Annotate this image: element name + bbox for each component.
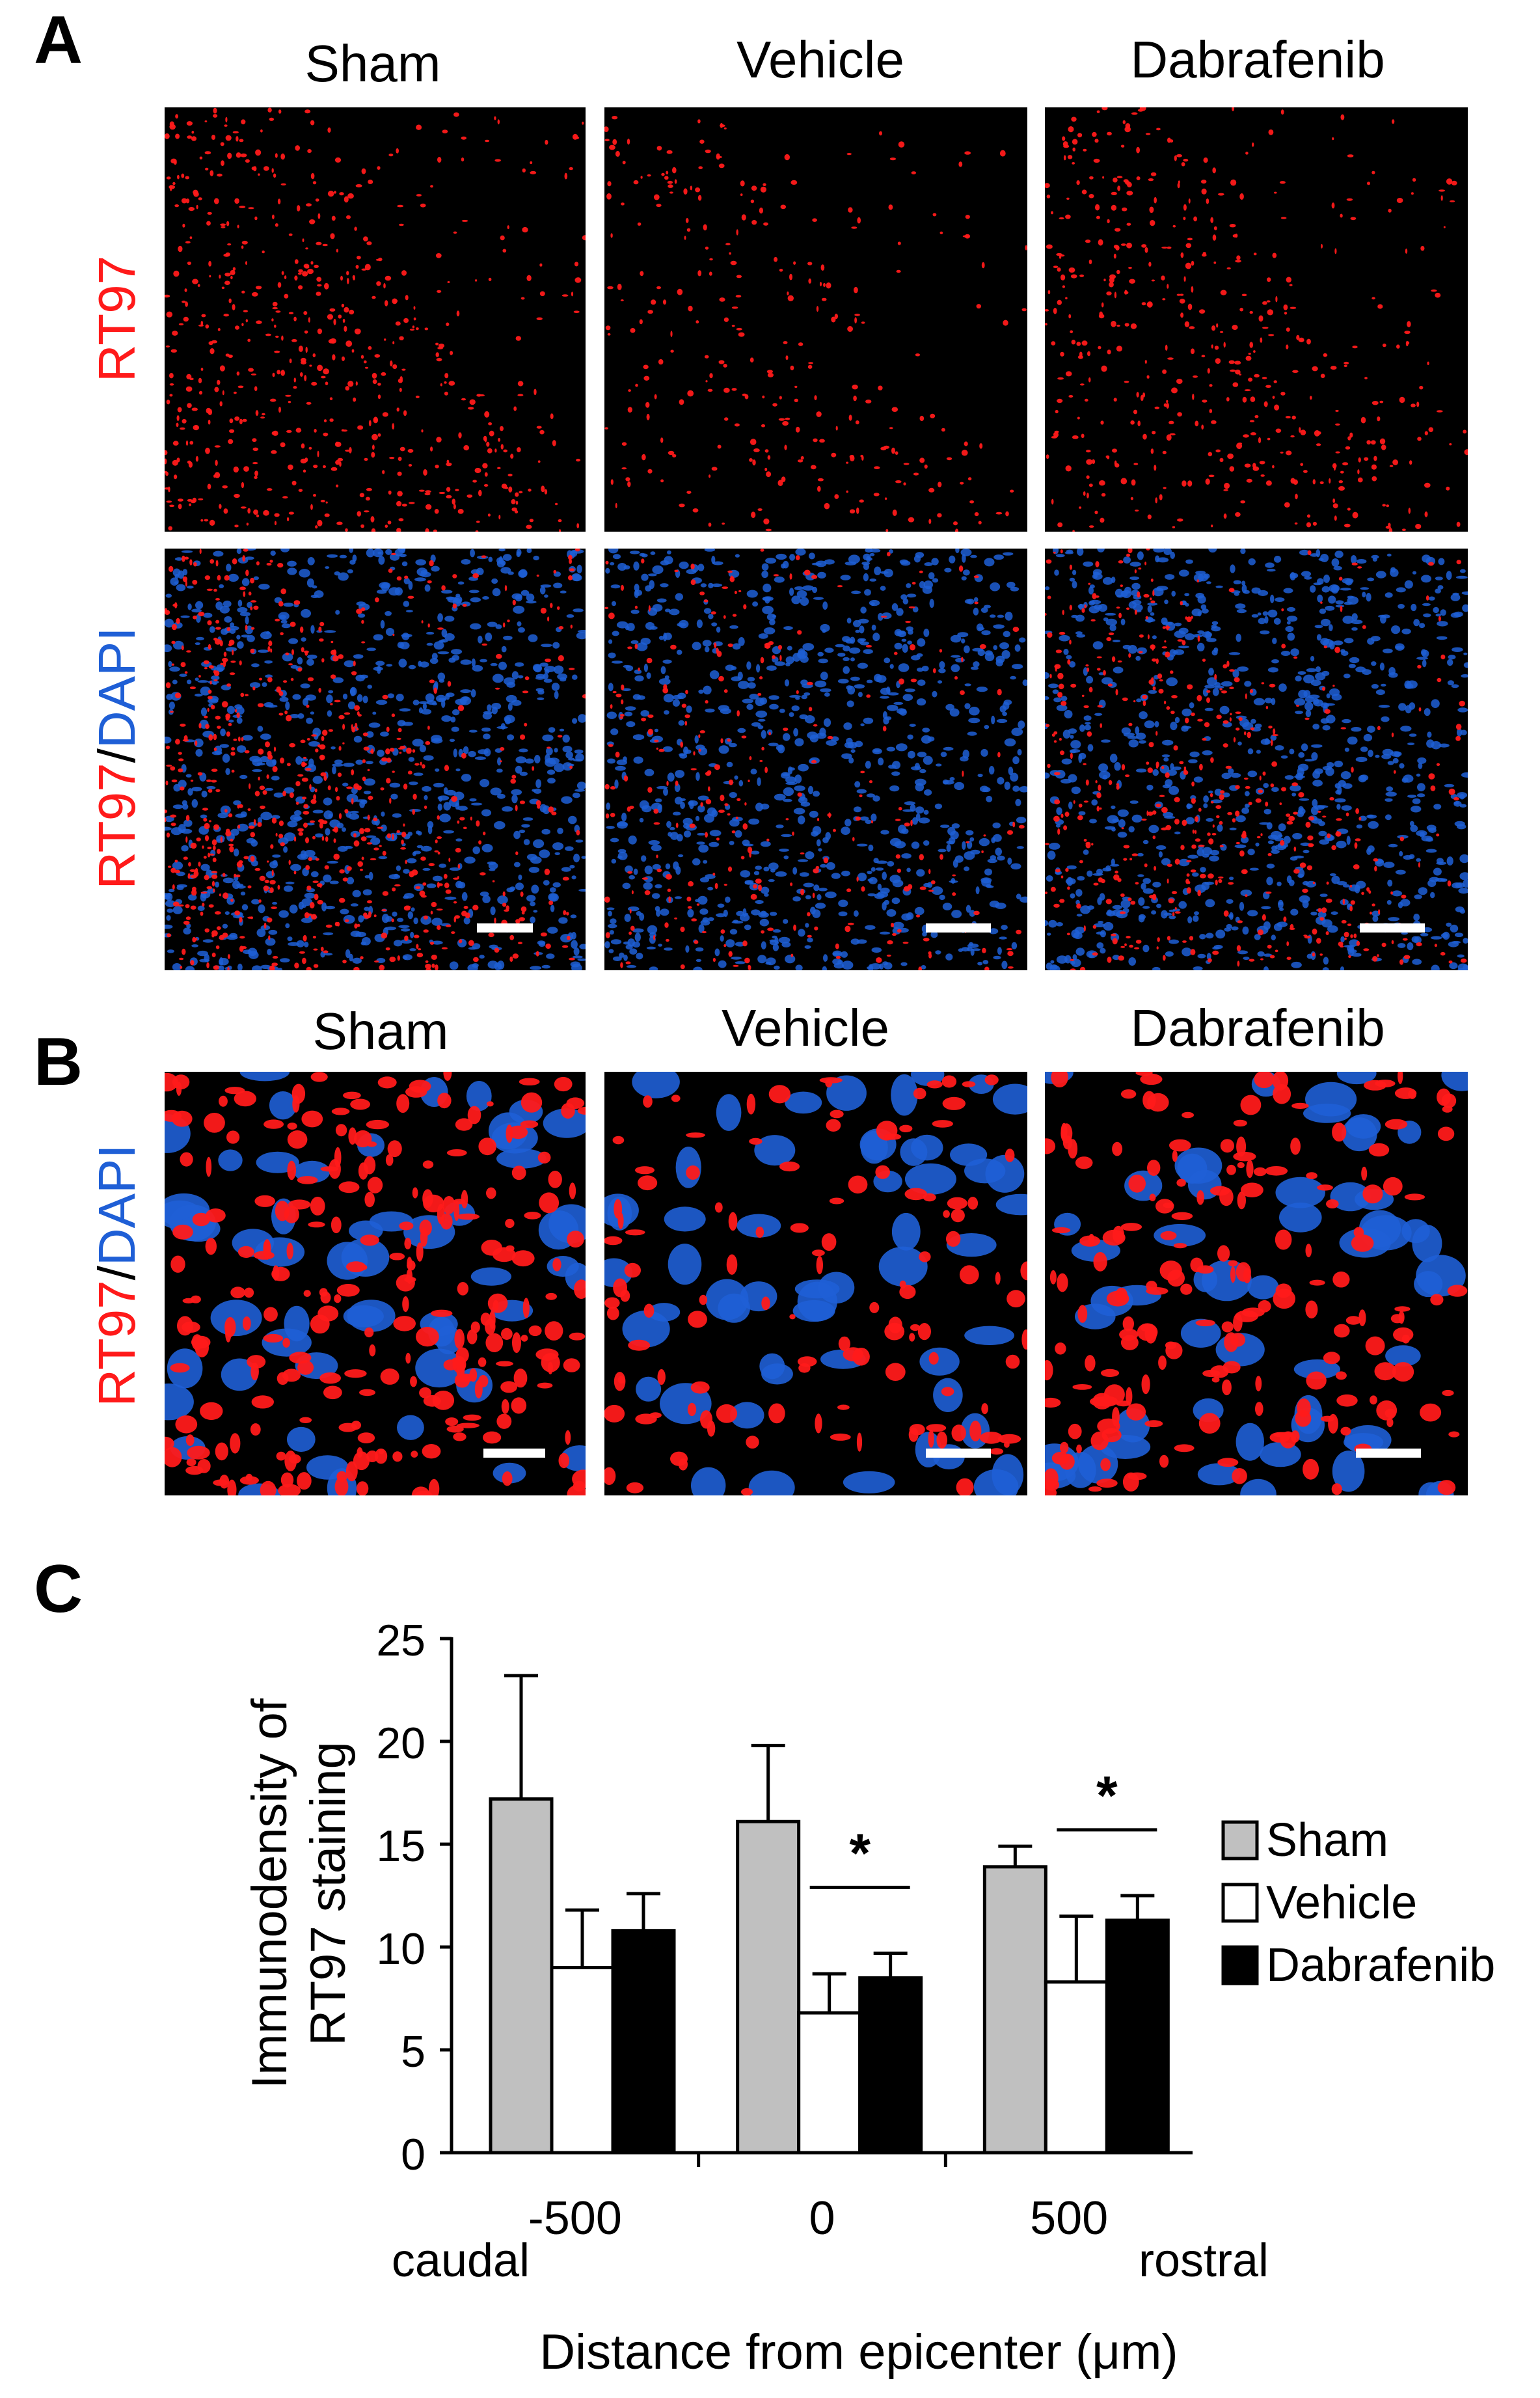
panel-a-merge-dabrafenib: [1045, 549, 1468, 970]
legend-label-vehicle: Vehicle: [1266, 1877, 1417, 1929]
x-end-label-rostral: rostral: [1139, 2235, 1269, 2287]
micrograph-image: [604, 549, 1027, 970]
rt97-label: RT97: [88, 1280, 146, 1407]
y-tick-label: 25: [376, 1616, 426, 1665]
scale-bar: [1356, 1449, 1421, 1458]
dapi-label: DAPI: [88, 627, 146, 749]
panel-a-merge-vehicle: [604, 549, 1027, 970]
bar-vehicle-2: [1044, 1980, 1109, 2155]
micrograph-image: [1045, 1072, 1468, 1495]
scale-bar: [926, 923, 991, 933]
legend-label-sham: Sham: [1266, 1814, 1388, 1866]
micrograph-image: [165, 549, 586, 970]
legend-swatch-vehicle: [1221, 1883, 1259, 1923]
x-tick-label: -500: [528, 2192, 622, 2244]
panel-a-rt97-dabrafenib: [1045, 107, 1468, 532]
bar-vehicle-0: [550, 1966, 615, 2155]
scale-bar: [1360, 923, 1425, 933]
scale-bar: [483, 1449, 545, 1458]
bar-dabrafenib-2: [1105, 1918, 1170, 2155]
panel-c-letter: C: [34, 1551, 83, 1627]
panel-a-row-label-rt97: RT97: [88, 255, 146, 383]
x-tick-label: 0: [809, 2192, 835, 2244]
bar-sham-1: [736, 1819, 801, 2155]
panel-b-title-sham: Sham: [312, 1002, 449, 1060]
micrograph-image: [165, 1072, 586, 1495]
bar-sham-2: [982, 1865, 1047, 2155]
panel-a-merge-sham: [165, 549, 586, 970]
significance-star: *: [1096, 1765, 1118, 1826]
panel-a-title-sham: Sham: [304, 34, 441, 92]
panel-b-merge-dabrafenib: [1045, 1072, 1468, 1495]
scale-bar: [477, 923, 533, 933]
panel-c-bar-chart: 0 5 10 15 20 25 -500 0 500 * * caudal rostral Distanc…: [242, 1616, 1495, 2380]
micrograph-image: [604, 1072, 1027, 1495]
micrograph-image: [604, 116, 1027, 532]
bar-dabrafenib-1: [858, 1976, 923, 2155]
x-axis-title: Distance from epicenter (μm): [539, 2324, 1178, 2380]
panel-b-title-dabrafenib: Dabrafenib: [1130, 999, 1385, 1057]
panel-a-rt97-sham: [165, 107, 586, 532]
legend-label-dabrafenib: Dabrafenib: [1266, 1939, 1495, 1991]
y-tick-label: 15: [376, 1821, 426, 1871]
bar-dabrafenib-0: [611, 1929, 676, 2155]
micrograph-image: [1045, 549, 1468, 970]
panel-a-title-vehicle: Vehicle: [736, 31, 904, 89]
dapi-label: DAPI: [88, 1144, 146, 1266]
y-axis-title-line2: RT97 staining: [301, 1741, 356, 2046]
y-tick-label: 10: [376, 1924, 426, 1974]
y-tick-label: 5: [401, 2027, 426, 2077]
micrograph-image: [1045, 107, 1468, 532]
legend-swatch-sham: [1221, 1820, 1259, 1860]
panel-a-letter: A: [34, 3, 83, 78]
panel-b-title-vehicle: Vehicle: [722, 999, 889, 1057]
significance-star: *: [849, 1822, 871, 1883]
micrograph-image: [165, 107, 586, 532]
rt97-label: RT97: [88, 763, 146, 890]
panel-b-row-label-merge: RT97/DAPI: [88, 1144, 146, 1407]
y-tick-label: 20: [376, 1719, 426, 1768]
panel-b-merge-vehicle: [604, 1072, 1027, 1495]
panel-b-letter: B: [34, 1024, 83, 1100]
y-axis-title-line1: Immunodensity of: [242, 1698, 297, 2089]
x-end-label-caudal: caudal: [392, 2235, 530, 2287]
panel-a-row-label-merge: RT97/DAPI: [88, 627, 146, 890]
panel-a-title-dabrafenib: Dabrafenib: [1130, 31, 1385, 89]
bar-sham-0: [489, 1797, 554, 2155]
bar-vehicle-1: [797, 2011, 862, 2155]
label-separator: /: [88, 1266, 146, 1281]
scale-bar: [926, 1449, 991, 1458]
legend-swatch-dabrafenib: [1221, 1945, 1259, 1985]
panel-a-rt97-vehicle: [604, 107, 1027, 532]
y-tick-label: 0: [401, 2130, 426, 2179]
x-tick-label: 500: [1030, 2192, 1108, 2244]
panel-b-merge-sham: [165, 1072, 586, 1495]
label-separator: /: [88, 748, 146, 763]
